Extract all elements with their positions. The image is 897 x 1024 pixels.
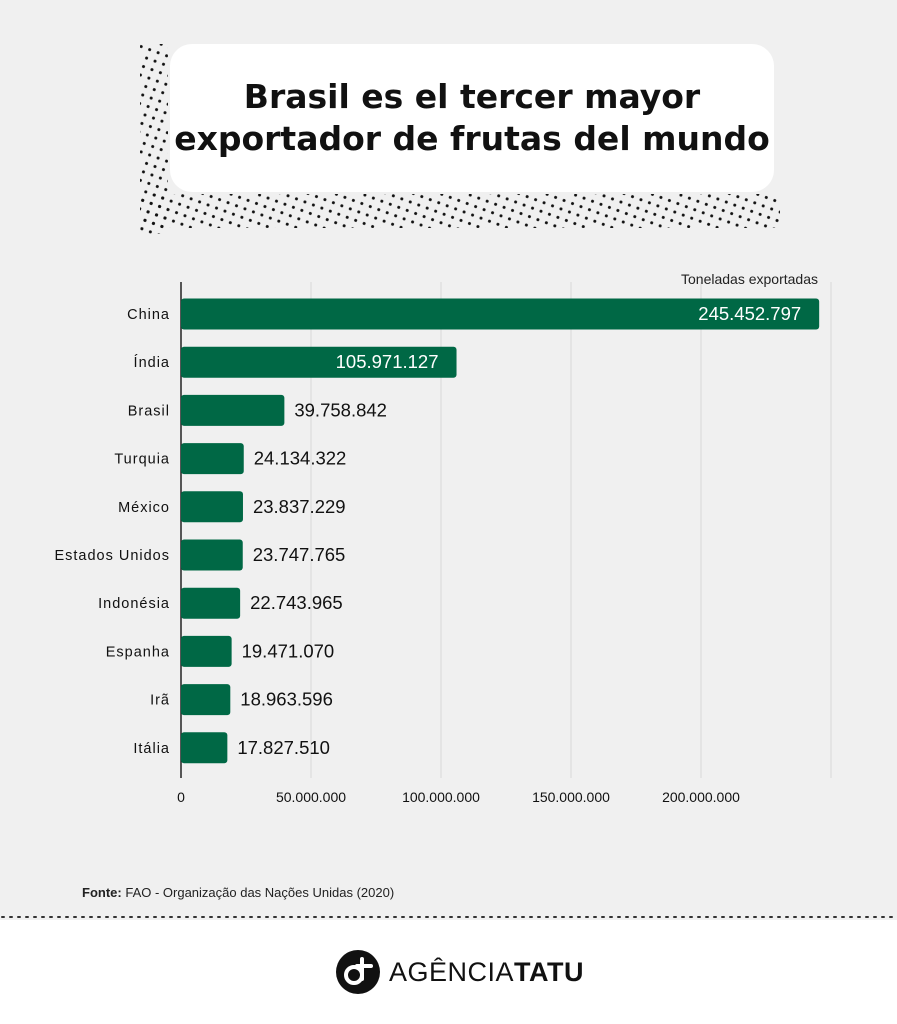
source-text: FAO - Organização das Nações Unidas (202… — [125, 885, 395, 900]
chart-title-line-2: exportador de frutas del mundo — [174, 119, 770, 158]
brand-logo: AGÊNCIATATU — [335, 948, 584, 996]
source-label: Fonte: — [82, 885, 122, 900]
unit-label: Toneladas exportadas — [681, 271, 818, 287]
data-label: 22.743.965 — [250, 592, 343, 613]
category-label: Brasil — [128, 403, 170, 419]
bar-1 — [181, 346, 457, 378]
bar-0 — [181, 298, 820, 330]
brand-name: AGÊNCIATATU — [389, 957, 584, 988]
category-label: Espanha — [106, 644, 170, 660]
bar-4 — [181, 491, 243, 523]
x-tick-label: 150.000.000 — [532, 789, 610, 805]
bar-2 — [181, 394, 285, 426]
category-label: Indonésia — [98, 596, 170, 612]
category-label: Turquia — [114, 452, 170, 468]
category-label: China — [127, 307, 170, 323]
data-label: 24.134.322 — [254, 448, 347, 469]
chart-title-line-1: Brasil es el tercer mayor — [243, 77, 701, 116]
bar-8 — [181, 684, 231, 716]
brand-name-bold: TATU — [514, 956, 585, 987]
dotted-decoration — [140, 44, 780, 234]
bar-3 — [181, 443, 244, 475]
data-label: 23.747.765 — [253, 544, 346, 565]
data-label: 18.963.596 — [240, 689, 333, 710]
category-label: Irã — [150, 693, 170, 709]
category-label: Itália — [133, 741, 170, 757]
x-tick-label: 200.000.000 — [662, 789, 740, 805]
category-label: México — [118, 500, 170, 516]
data-label: 39.758.842 — [294, 399, 387, 420]
bar-7 — [181, 635, 232, 667]
bar-9 — [181, 732, 228, 764]
bar-chart: Toneladas exportadas 0 50.000.000 100.000.0… — [54, 271, 832, 805]
x-tick-label: 50.000.000 — [276, 789, 346, 805]
brand-name-regular: AGÊNCIA — [389, 956, 515, 987]
source-note: Fonte: FAO - Organização das Nações Unid… — [82, 885, 394, 900]
bar-6 — [181, 587, 241, 619]
data-label: 17.827.510 — [237, 737, 330, 758]
data-label: 23.837.229 — [253, 496, 346, 517]
category-label: Estados Unidos — [54, 548, 170, 564]
title-card: Brasil es el tercer mayor exportador de … — [170, 44, 774, 192]
footer-dotted-divider — [1, 916, 896, 918]
category-label: Índia — [134, 354, 170, 371]
data-label: 19.471.070 — [242, 640, 335, 661]
x-tick-label: 100.000.000 — [402, 789, 480, 805]
tatu-logo-icon — [336, 950, 380, 994]
x-tick-label: 0 — [177, 789, 185, 805]
footer — [0, 920, 897, 1024]
bar-5 — [181, 539, 243, 571]
data-label: 245.452.797 — [698, 303, 801, 324]
data-label: 105.971.127 — [336, 351, 439, 372]
